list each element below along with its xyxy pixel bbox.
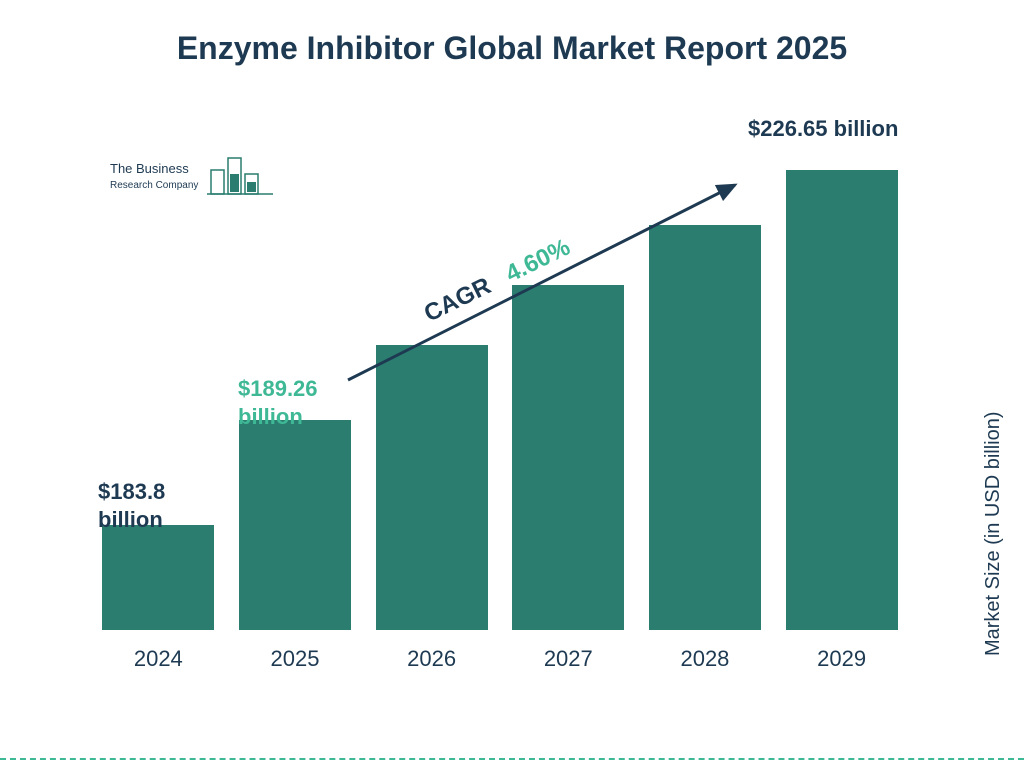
bar [102,525,214,630]
x-axis-label: 2028 [640,646,770,672]
bar-wrap [503,285,633,630]
bar [649,225,761,630]
y-axis-label: Market Size (in USD billion) [983,412,1006,657]
bar-wrap [640,225,770,630]
bars-container [90,130,910,630]
x-axis-label: 2025 [230,646,360,672]
bottom-dashed-border [0,758,1024,760]
bar [239,420,351,630]
data-value-label: $226.65 billion [748,115,898,143]
bar [786,170,898,630]
bar [376,345,488,630]
x-axis-label: 2027 [503,646,633,672]
data-value-label: $189.26billion [238,375,318,430]
data-value-label: $183.8billion [98,478,165,533]
bar-wrap [367,345,497,630]
x-axis-label: 2024 [93,646,223,672]
bar-wrap [777,170,907,630]
chart-area: 2024 2025 20262027 2028 2029 [90,130,910,690]
x-axis-label: 2026 [367,646,497,672]
x-axis-labels: 2024 2025 20262027 2028 2029 [90,646,910,672]
bar-wrap [230,420,360,630]
bar-wrap [93,525,223,630]
chart-title: Enzyme Inhibitor Global Market Report 20… [0,30,1024,67]
bar [512,285,624,630]
x-axis-label: 2029 [777,646,907,672]
